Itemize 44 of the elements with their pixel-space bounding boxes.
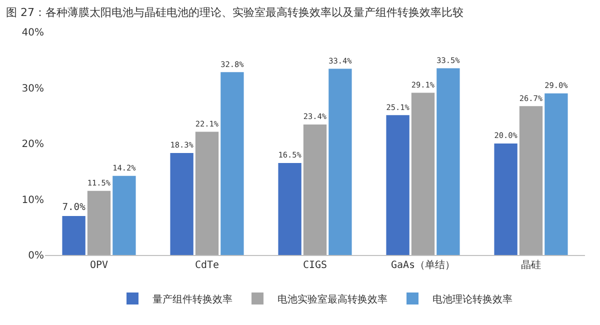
- x-tick-label: 晶硅: [521, 259, 541, 271]
- data-label: 23.4%: [303, 112, 327, 122]
- data-label: 16.5%: [278, 150, 302, 160]
- x-tick-label: GaAs（单结）: [390, 259, 456, 271]
- legend-label: 量产组件转换效率: [152, 293, 232, 306]
- data-label: 14.2%: [112, 164, 136, 173]
- data-label: 18.3%: [170, 140, 194, 150]
- bar: [87, 190, 111, 255]
- chart-title: 图 27：各种薄膜太阳电池与晶硅电池的理论、实验室最高转换效率以及量产组件转换效率比较: [6, 6, 464, 19]
- x-tick-label: CdTe: [194, 260, 220, 271]
- data-label: 25.1%: [386, 102, 410, 112]
- y-tick-label: 30%: [22, 83, 44, 94]
- y-tick-label: 0%: [28, 250, 44, 262]
- y-tick-label: 20%: [22, 139, 44, 150]
- bar: [195, 132, 219, 255]
- bar: [112, 176, 136, 255]
- data-label: 22.1%: [195, 119, 219, 128]
- bar: [303, 124, 327, 255]
- bar: [220, 72, 244, 255]
- data-label: 33.4%: [328, 56, 352, 66]
- bar: [278, 163, 302, 255]
- bar: [170, 152, 194, 255]
- bar: [62, 216, 86, 255]
- data-label: 29.1%: [411, 80, 435, 90]
- data-label: 7.0%: [62, 202, 86, 214]
- bar: [386, 115, 410, 255]
- bar: [436, 68, 460, 255]
- y-tick-label: 10%: [22, 194, 44, 206]
- data-label: 29.0%: [544, 81, 568, 90]
- data-label: 11.5%: [87, 178, 111, 188]
- data-label: 32.8%: [220, 60, 244, 69]
- bar: [494, 144, 518, 255]
- data-label: 26.7%: [519, 94, 543, 103]
- bar: [328, 68, 352, 255]
- legend-label: 电池实验室最高转换效率: [278, 293, 388, 306]
- x-tick-label: CIGS: [302, 260, 328, 271]
- legend-label: 电池理论转换效率: [432, 293, 512, 306]
- bar: [519, 106, 543, 255]
- x-tick-label: OPV: [90, 260, 108, 271]
- bar: [544, 93, 568, 255]
- data-label: 33.5%: [436, 56, 460, 65]
- bar: [411, 92, 435, 255]
- y-tick-label: 40%: [22, 28, 44, 38]
- data-label: 20.0%: [494, 131, 518, 140]
